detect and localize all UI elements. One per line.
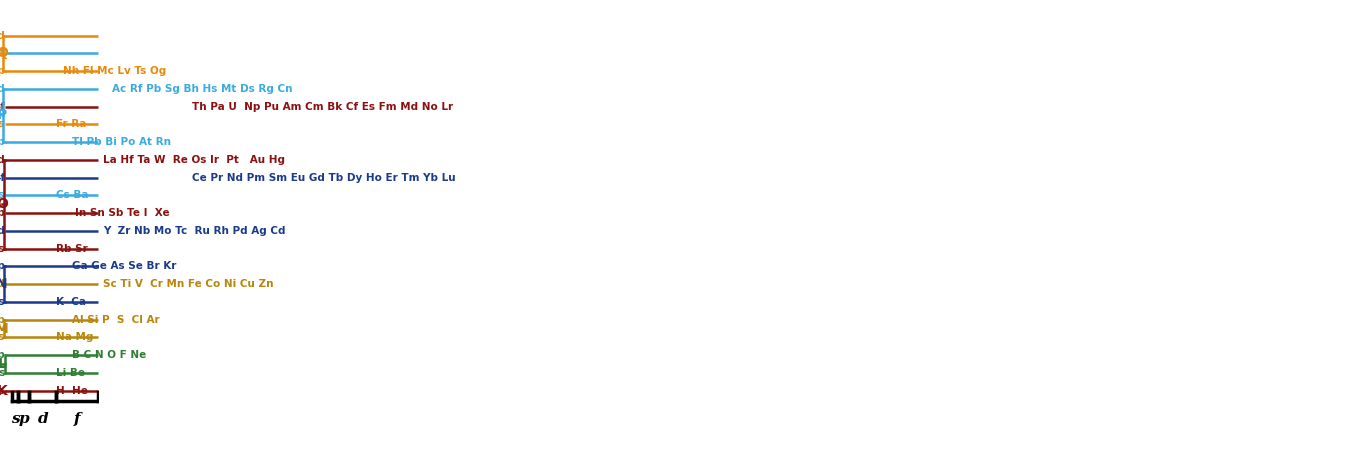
Text: L: L (0, 357, 7, 371)
Text: K: K (0, 384, 7, 398)
Text: 4p: 4p (0, 262, 5, 271)
Text: 7p: 7p (0, 66, 5, 76)
Text: 6s: 6s (0, 190, 5, 200)
Text: 7d: 7d (0, 30, 5, 40)
Text: 3d: 3d (0, 279, 5, 289)
Text: Al Si P  S  Cl Ar: Al Si P S Cl Ar (73, 315, 160, 325)
Text: Th Pa U  Np Pu Am Cm Bk Cf Es Fm Md No Lr: Th Pa U Np Pu Am Cm Bk Cf Es Fm Md No Lr (191, 102, 452, 112)
Text: 5p: 5p (0, 208, 5, 218)
Text: 4d: 4d (0, 226, 5, 236)
Text: In Sn Sb Te I  Xe: In Sn Sb Te I Xe (75, 208, 170, 218)
Text: P: P (0, 109, 7, 123)
Text: 1s: 1s (0, 386, 5, 396)
Text: 6p: 6p (0, 137, 5, 147)
Text: 5f: 5f (0, 102, 5, 112)
Text: 2s: 2s (0, 368, 5, 378)
Text: La Hf Ta W  Re Os Ir  Pt   Au Hg: La Hf Ta W Re Os Ir Pt Au Hg (104, 155, 285, 165)
Text: 3p: 3p (0, 315, 5, 325)
Text: B C N O F Ne: B C N O F Ne (73, 350, 147, 360)
Text: Ga Ge As Se Br Kr: Ga Ge As Se Br Kr (73, 262, 176, 271)
Text: 4f: 4f (0, 173, 5, 183)
Text: Ce Pr Nd Pm Sm Eu Gd Tb Dy Ho Er Tm Yb Lu: Ce Pr Nd Pm Sm Eu Gd Tb Dy Ho Er Tm Yb L… (191, 173, 455, 183)
Text: Tl Pb Bi Po At Rn: Tl Pb Bi Po At Rn (73, 137, 171, 147)
Text: 3s: 3s (0, 332, 5, 342)
Text: Fr Ra: Fr Ra (57, 119, 87, 129)
Text: Y  Zr Nb Mo Tc  Ru Rh Pd Ag Cd: Y Zr Nb Mo Tc Ru Rh Pd Ag Cd (104, 226, 285, 236)
Text: 5d: 5d (0, 155, 5, 165)
Text: 4s: 4s (0, 297, 5, 307)
Text: p: p (17, 412, 28, 426)
Text: O: O (0, 197, 8, 211)
Text: Rb Sr: Rb Sr (57, 244, 89, 254)
Text: 6f: 6f (0, 48, 5, 58)
Text: 5s: 5s (0, 244, 5, 254)
Text: Q: Q (0, 46, 8, 60)
Text: s: s (11, 412, 19, 426)
Text: Ac Rf Pb Sg Bh Hs Mt Ds Rg Cn: Ac Rf Pb Sg Bh Hs Mt Ds Rg Cn (112, 84, 293, 94)
Text: 7s: 7s (0, 119, 5, 129)
Text: f: f (74, 412, 81, 426)
Text: 6d: 6d (0, 84, 5, 94)
Text: 2p: 2p (0, 350, 5, 360)
Text: K  Ca: K Ca (57, 297, 86, 307)
Text: Nh Fl Mc Lv Ts Og: Nh Fl Mc Lv Ts Og (63, 66, 167, 76)
Text: Li Be: Li Be (57, 368, 85, 378)
Text: d: d (38, 412, 48, 426)
Text: N: N (0, 277, 8, 291)
Text: Sc Ti V  Cr Mn Fe Co Ni Cu Zn: Sc Ti V Cr Mn Fe Co Ni Cu Zn (104, 279, 273, 289)
Text: M: M (0, 321, 8, 336)
Text: Cs Ba: Cs Ba (57, 190, 89, 200)
Text: Na Mg: Na Mg (57, 332, 94, 342)
Text: H  He: H He (57, 386, 89, 396)
